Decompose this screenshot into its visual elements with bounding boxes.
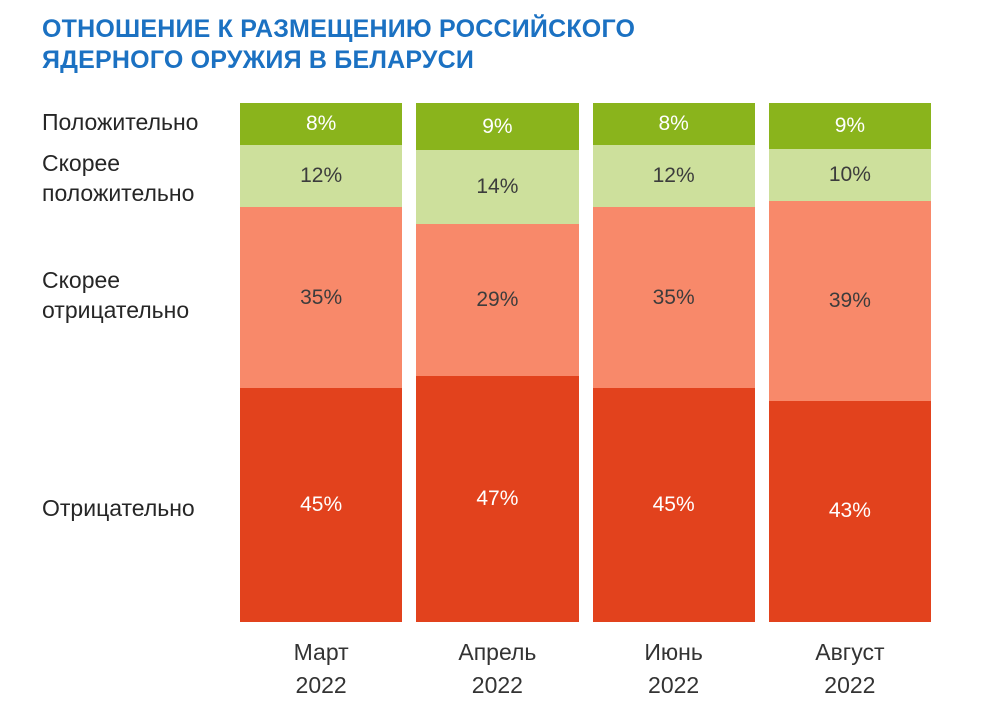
bar-segment: 45%: [592, 388, 755, 622]
segment-value-label: 39%: [828, 288, 871, 312]
bar-segment: 35%: [592, 206, 755, 389]
bar-segment: 29%: [416, 223, 579, 376]
bar-segment: 45%: [240, 388, 403, 622]
bar-segment: 8%: [240, 103, 403, 145]
category-label-rather-negative: Скорее отрицательно: [42, 267, 190, 323]
bar-segment: 43%: [768, 401, 931, 622]
segment-value-label: 12%: [652, 163, 695, 187]
bar-segment: 12%: [240, 144, 403, 207]
bar-segment: 9%: [416, 103, 579, 151]
x-axis-label-april: Апрель 2022: [458, 639, 537, 698]
segment-value-label: 10%: [828, 162, 871, 186]
segment-value-label: 35%: [652, 285, 695, 309]
x-axis-labels: Март 2022 Апрель 2022 Июнь 2022 Август 2…: [240, 636, 931, 702]
segment-value-label: 8%: [305, 111, 337, 135]
stacked-bars-area: 8% 12% 35% 45% 9% 14% 29% 47% 8% 12% 35% 45% 9% 10% 39…: [240, 103, 931, 622]
x-axis-label-june: Июнь 2022: [644, 639, 703, 698]
segment-value-label: 43%: [828, 499, 871, 523]
x-axis-label-march: Март 2022: [293, 639, 349, 698]
segment-value-label: 12%: [300, 163, 343, 187]
segment-value-label: 47%: [476, 486, 519, 510]
category-label-rather-positive: Скорее положительно: [42, 150, 195, 206]
bar-column-2: 9% 14% 29% 47%: [416, 103, 579, 622]
category-label-positive: Положительно: [42, 109, 199, 135]
segment-value-label: 14%: [476, 174, 519, 198]
segment-value-label: 29%: [476, 287, 519, 311]
segment-value-label: 45%: [300, 493, 343, 517]
bar-segment: 8%: [592, 103, 755, 145]
bar-segment: 35%: [240, 206, 403, 389]
x-axis-label-august: Август 2022: [815, 639, 885, 698]
segment-value-label: 9%: [482, 114, 513, 138]
bar-column-4: 9% 10% 39% 43%: [768, 103, 931, 622]
bar-segment: 47%: [416, 375, 579, 622]
segment-value-label: 9%: [834, 114, 866, 138]
bar-segment: 10%: [768, 149, 931, 201]
bar-segment: 39%: [768, 200, 931, 401]
chart-title: ОТНОШЕНИЕ К РАЗМЕЩЕНИЮ РОССИЙСКОГО ЯДЕРН…: [42, 15, 636, 74]
bar-segment: 12%: [592, 144, 755, 207]
bar-column-3: 8% 12% 35% 45%: [592, 103, 755, 622]
segment-value-label: 8%: [658, 111, 689, 135]
bar-segment: 14%: [416, 150, 579, 224]
bar-column-1: 8% 12% 35% 45%: [240, 103, 403, 622]
segment-value-label: 35%: [300, 285, 343, 309]
segment-value-label: 45%: [652, 493, 695, 517]
bar-segment: 9%: [768, 103, 931, 150]
category-label-negative: Отрицательно: [42, 495, 195, 521]
